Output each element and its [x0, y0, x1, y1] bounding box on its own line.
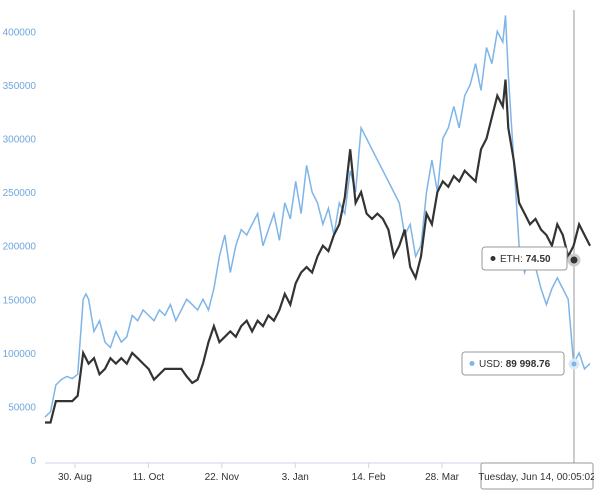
usd-tooltip-text: USD: 89 998.76 — [479, 359, 551, 370]
x-tick-label: 30. Aug — [58, 472, 92, 483]
eth-series-line — [45, 79, 591, 424]
usd-tooltip-dot — [469, 361, 475, 366]
y-tick-label: 400000 — [3, 27, 37, 38]
eth-tooltip: ETH: 74.50 — [481, 246, 568, 271]
eth-tooltip-text: ETH: 74.50 — [500, 254, 551, 265]
x-tick-label: 28. Mar — [425, 472, 460, 483]
y-tick-label: 0 — [30, 456, 36, 467]
y-tick-label: 50000 — [8, 402, 36, 413]
usd-series-line — [44, 15, 591, 418]
y-axis: 0 50000 100000 150000 200000 250000 300000 3500… — [3, 27, 37, 467]
x-tick-label: 11. Oct — [133, 472, 165, 483]
x-tick-label: 14. Feb — [352, 472, 386, 483]
y-tick-label: 200000 — [3, 242, 37, 253]
x-tick-label: 22. Nov — [205, 472, 239, 483]
y-tick-label: 100000 — [3, 349, 37, 360]
eth-tooltip-dot — [490, 256, 496, 261]
y-tick-label: 300000 — [3, 135, 37, 146]
usd-hover-marker[interactable] — [568, 358, 580, 370]
y-tick-label: 350000 — [3, 81, 37, 92]
y-tick-label: 150000 — [3, 295, 37, 306]
x-axis: 30. Aug 11. Oct 22. Nov 3. Jan 14. Feb 28. Ma… — [58, 463, 460, 483]
date-tooltip: Tuesday, Jun 14, 00:05:02 — [478, 462, 594, 490]
y-tick-label: 250000 — [3, 188, 37, 199]
eth-hover-marker[interactable] — [567, 253, 581, 267]
usd-tooltip: USD: 89 998.76 — [461, 351, 565, 376]
x-tick-label: 3. Jan — [282, 472, 309, 483]
date-tooltip-text: Tuesday, Jun 14, 00:05:02 — [478, 472, 594, 483]
